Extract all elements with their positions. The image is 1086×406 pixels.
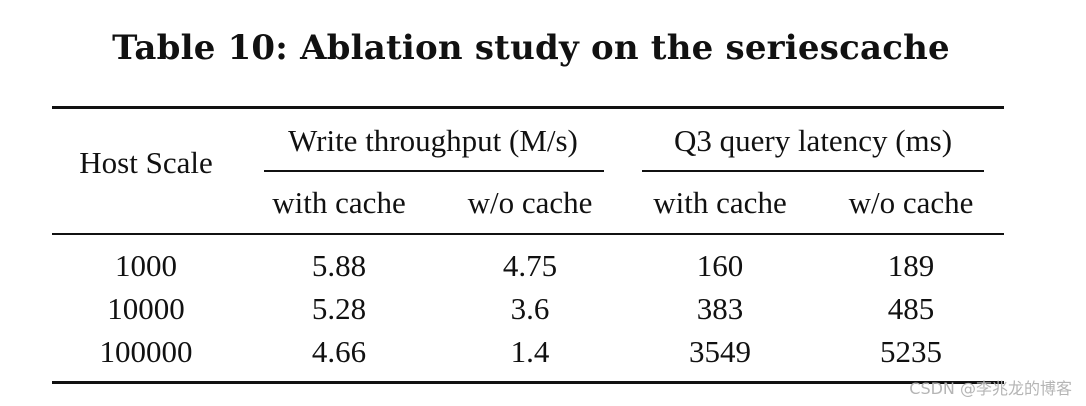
- table-body: 1000 5.88 4.75 160 189 10000 5.28 3.6 38…: [0, 248, 1086, 377]
- cell-host-scale: 100000: [99, 334, 193, 369]
- cell-host-scale: 10000: [107, 291, 185, 326]
- cell-host-scale: 1000: [115, 248, 177, 283]
- header-group-write-throughput: Write throughput (M/s): [288, 123, 578, 158]
- subheader-write-with-cache: with cache: [272, 185, 406, 220]
- cell-latency-without-cache: 189: [887, 248, 935, 283]
- group-rule-query-latency: [642, 170, 984, 172]
- header-group-query-latency: Q3 query latency (ms): [673, 123, 953, 158]
- table-bottom-rule: [52, 381, 1004, 384]
- header-host-scale: Host Scale: [79, 145, 213, 180]
- cell-latency-with-cache: 160: [696, 248, 744, 283]
- group-rule-write-throughput: [264, 170, 604, 172]
- subheader-latency-with-cache: with cache: [653, 185, 787, 220]
- cell-latency-with-cache: 3549: [689, 334, 751, 369]
- table-header-rule: [52, 233, 1004, 235]
- cell-write-with-cache: 5.28: [311, 291, 367, 326]
- subheader-write-without-cache: w/o cache: [467, 185, 593, 220]
- table-row: 100000 4.66 1.4 3549 5235: [0, 334, 1086, 377]
- cell-latency-without-cache: 5235: [880, 334, 942, 369]
- table-top-rule: [52, 106, 1004, 109]
- subheader-latency-without-cache: w/o cache: [848, 185, 974, 220]
- cell-write-with-cache: 5.88: [311, 248, 367, 283]
- cell-write-without-cache: 1.4: [510, 334, 550, 369]
- table-row: 10000 5.28 3.6 383 485: [0, 291, 1086, 334]
- cell-write-without-cache: 3.6: [510, 291, 550, 326]
- cell-write-with-cache: 4.66: [311, 334, 367, 369]
- cell-write-without-cache: 4.75: [502, 248, 558, 283]
- cell-latency-with-cache: 383: [696, 291, 744, 326]
- cell-latency-without-cache: 485: [887, 291, 935, 326]
- table-caption: Table 10: Ablation study on the seriesca…: [112, 28, 950, 68]
- table-row: 1000 5.88 4.75 160 189: [0, 248, 1086, 291]
- csdn-watermark: CSDN @李兆龙的博客: [909, 379, 1072, 398]
